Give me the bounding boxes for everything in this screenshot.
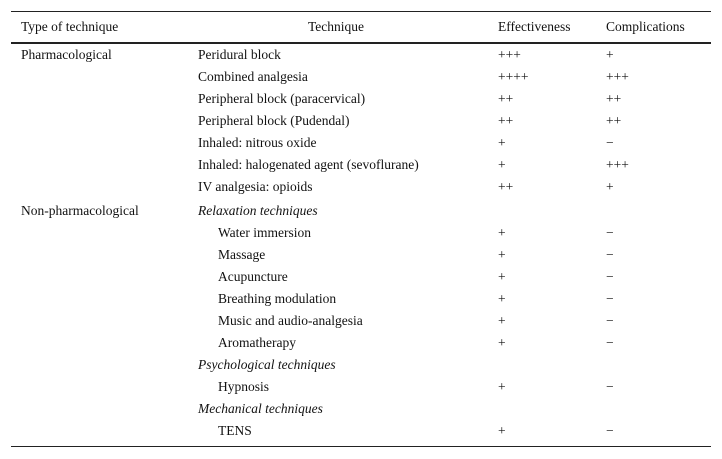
technique-cell: Hypnosis [218, 379, 270, 394]
technique-cell: Peripheral block (paracervical) [198, 91, 366, 106]
technique-cell: Peripheral block (Pudendal) [198, 113, 350, 128]
effectiveness-cell: +++ [498, 47, 521, 62]
effectiveness-cell: ++ [498, 91, 514, 106]
complications-cell: − [606, 335, 614, 350]
effectiveness-cell: + [498, 291, 506, 306]
complications-cell: − [606, 423, 614, 438]
complications-cell: ++ [606, 113, 622, 128]
type-cell: Non-pharmacological [21, 203, 139, 218]
bottom-rule [11, 446, 711, 447]
technique-cell: Peridural block [198, 47, 281, 62]
complications-cell: + [606, 179, 614, 194]
technique-cell: Aromatherapy [218, 335, 296, 350]
effectiveness-cell: ++ [498, 179, 514, 194]
complications-cell: + [606, 47, 614, 62]
complications-cell: − [606, 313, 614, 328]
header-cell: Complications [606, 19, 685, 34]
header-rule [11, 42, 711, 44]
type-cell: Pharmacological [21, 47, 112, 62]
complications-cell: +++ [606, 157, 629, 172]
effectiveness-cell: + [498, 269, 506, 284]
complications-cell: ++ [606, 91, 622, 106]
technique-cell: Acupuncture [218, 269, 288, 284]
technique-cell: Combined analgesia [198, 69, 308, 84]
effectiveness-cell: + [498, 135, 506, 150]
technique-cell: TENS [218, 423, 252, 438]
effectiveness-cell: + [498, 379, 506, 394]
complications-cell: +++ [606, 69, 629, 84]
complications-cell: − [606, 269, 614, 284]
header-cell: Type of technique [21, 19, 119, 34]
technique-cell: IV analgesia: opioids [198, 179, 313, 194]
effectiveness-cell: + [498, 225, 506, 240]
technique-cell: Massage [218, 247, 266, 262]
effectiveness-cell: + [498, 157, 506, 172]
effectiveness-cell: + [498, 247, 506, 262]
complications-cell: − [606, 135, 614, 150]
technique-cell: Inhaled: halogenated agent (sevoflurane) [198, 157, 419, 172]
technique-cell: Music and audio-analgesia [218, 313, 363, 328]
top-rule [11, 11, 711, 12]
header-cell: Effectiveness [498, 19, 571, 34]
complications-cell: − [606, 225, 614, 240]
subgroup-heading: Psychological techniques [198, 357, 336, 372]
complications-cell: − [606, 379, 614, 394]
subgroup-heading: Mechanical techniques [198, 401, 323, 416]
header-cell: Technique [307, 19, 365, 34]
technique-cell: Inhaled: nitrous oxide [198, 135, 317, 150]
effectiveness-cell: + [498, 423, 506, 438]
subgroup-heading: Relaxation techniques [198, 203, 318, 218]
effectiveness-cell: + [498, 313, 506, 328]
technique-cell: Water immersion [218, 225, 312, 240]
effectiveness-cell: + [498, 335, 506, 350]
effectiveness-cell: ++++ [498, 69, 529, 84]
complications-cell: − [606, 291, 614, 306]
effectiveness-cell: ++ [498, 113, 514, 128]
complications-cell: − [606, 247, 614, 262]
technique-cell: Breathing modulation [218, 291, 337, 306]
